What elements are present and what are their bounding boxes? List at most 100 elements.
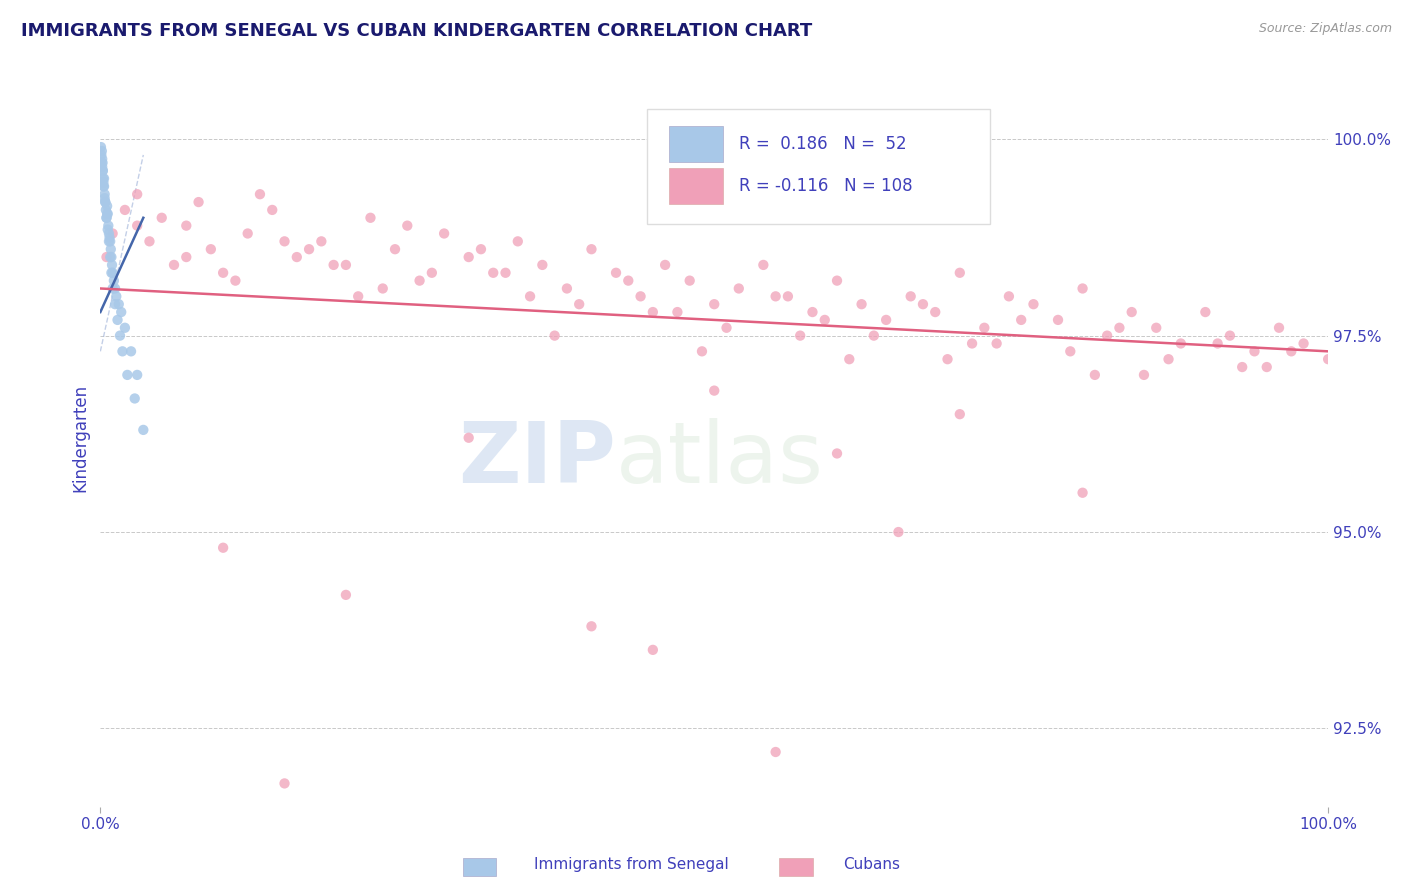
Text: Immigrants from Senegal: Immigrants from Senegal	[534, 857, 730, 872]
Point	[117, 368, 139, 382]
Point	[936, 352, 959, 367]
Point	[93, 191, 115, 205]
Point	[150, 211, 173, 225]
Point	[93, 179, 115, 194]
Point	[97, 219, 120, 233]
Point	[93, 176, 115, 190]
Point	[224, 274, 246, 288]
Point	[96, 207, 118, 221]
Point	[765, 745, 787, 759]
Point	[93, 187, 115, 202]
Point	[581, 242, 603, 256]
Point	[101, 258, 124, 272]
Point	[703, 297, 725, 311]
Point	[617, 274, 640, 288]
Point	[531, 258, 554, 272]
Point	[97, 207, 120, 221]
Point	[94, 202, 117, 217]
FancyBboxPatch shape	[669, 126, 723, 162]
Point	[814, 313, 837, 327]
Point	[1108, 320, 1130, 334]
Point	[1133, 368, 1156, 382]
Point	[91, 152, 114, 166]
Point	[96, 250, 118, 264]
Point	[90, 144, 112, 158]
Point	[1194, 305, 1216, 319]
Point	[163, 258, 186, 272]
Point	[91, 163, 114, 178]
Point	[1144, 320, 1167, 334]
Point	[91, 160, 114, 174]
Point	[986, 336, 1008, 351]
FancyBboxPatch shape	[647, 109, 990, 224]
Point	[960, 336, 983, 351]
Point	[641, 643, 664, 657]
Point	[851, 297, 873, 311]
Point	[1170, 336, 1192, 351]
Point	[98, 230, 121, 244]
Point	[98, 250, 121, 264]
Point	[1059, 344, 1081, 359]
Point	[1157, 352, 1180, 367]
Point	[94, 195, 117, 210]
Text: ZIP: ZIP	[458, 418, 616, 501]
Point	[298, 242, 321, 256]
Point	[90, 140, 112, 154]
Point	[212, 541, 235, 555]
Point	[581, 619, 603, 633]
Point	[105, 289, 128, 303]
Point	[555, 281, 578, 295]
Point	[789, 328, 811, 343]
Point	[104, 297, 127, 311]
Point	[104, 281, 127, 295]
Point	[825, 446, 848, 460]
Point	[94, 195, 117, 210]
Point	[101, 266, 124, 280]
Point	[998, 289, 1021, 303]
Point	[1292, 336, 1315, 351]
Point	[187, 195, 209, 210]
Text: IMMIGRANTS FROM SENEGAL VS CUBAN KINDERGARTEN CORRELATION CHART: IMMIGRANTS FROM SENEGAL VS CUBAN KINDERG…	[21, 22, 813, 40]
Point	[1071, 281, 1094, 295]
Point	[384, 242, 406, 256]
Point	[457, 250, 479, 264]
Point	[495, 266, 517, 280]
Point	[949, 407, 972, 421]
Point	[90, 148, 112, 162]
Point	[801, 305, 824, 319]
Point	[887, 524, 910, 539]
Point	[200, 242, 222, 256]
Point	[93, 179, 115, 194]
Point	[482, 266, 505, 280]
Point	[103, 274, 125, 288]
Point	[322, 258, 344, 272]
Point	[1206, 336, 1229, 351]
Point	[273, 776, 295, 790]
Point	[506, 235, 529, 249]
Point	[765, 289, 787, 303]
Point	[236, 227, 259, 241]
Point	[273, 235, 295, 249]
Point	[96, 211, 118, 225]
Point	[127, 187, 149, 202]
Point	[176, 219, 198, 233]
Point	[543, 328, 565, 343]
Point	[91, 171, 114, 186]
Point	[752, 258, 775, 272]
Point	[107, 297, 129, 311]
Point	[107, 313, 129, 327]
FancyBboxPatch shape	[669, 169, 723, 204]
Point	[97, 227, 120, 241]
Point	[776, 289, 799, 303]
Point	[101, 227, 124, 241]
Point	[262, 202, 284, 217]
Point	[111, 344, 134, 359]
Point	[1256, 359, 1278, 374]
Point	[96, 211, 118, 225]
Text: Cubans: Cubans	[844, 857, 901, 872]
Point	[641, 305, 664, 319]
Point	[1268, 320, 1291, 334]
Text: R = -0.116   N = 108: R = -0.116 N = 108	[738, 177, 912, 195]
Point	[605, 266, 627, 280]
Point	[311, 235, 333, 249]
